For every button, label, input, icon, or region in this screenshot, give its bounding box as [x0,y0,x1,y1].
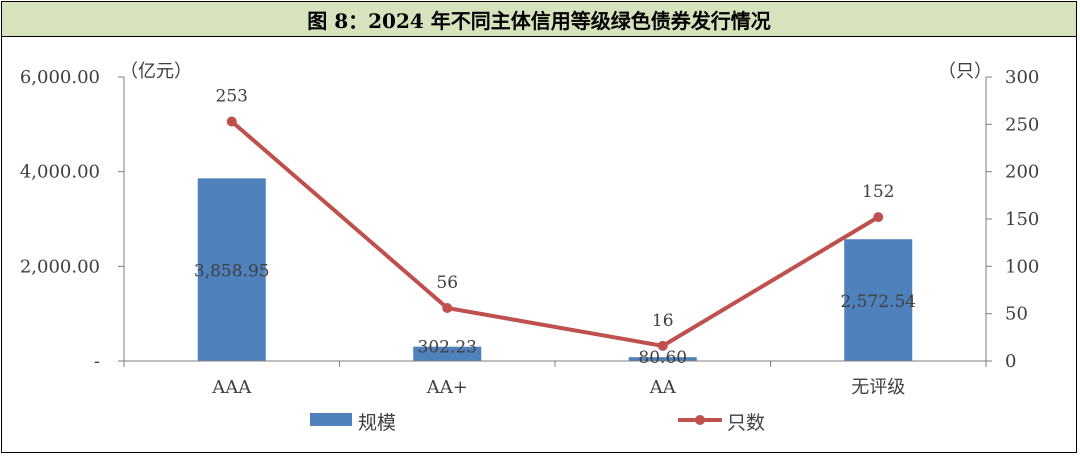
left-tick-label: 4,000.00 [20,162,100,183]
line-data-label: 56 [436,273,458,293]
bar-4 [844,239,913,361]
right-tick-label: 300 [1005,67,1039,88]
legend-swatch-marker [695,415,705,425]
line-data-label: 253 [216,86,248,106]
bar-data-label: 2,572.54 [840,292,916,312]
bar-1 [197,178,266,361]
x-tick-label: AA+ [426,377,468,398]
line-point-2 [442,302,453,313]
x-tick-label: 无评级 [851,377,905,398]
bar-data-label: 80.60 [638,348,687,368]
bar-2 [413,346,482,361]
legend-label-bar: 规模 [358,412,396,434]
line-data-label: 16 [652,311,674,331]
x-tick-label: AAA [211,377,252,398]
bar-data-label: 302.23 [418,338,477,358]
line-point-3 [657,340,668,351]
legend-label-line: 只数 [727,412,765,434]
right-tick-label: 150 [1005,209,1039,230]
bar-3 [628,357,697,361]
right-tick-label: 50 [1005,304,1028,325]
right-axis-unit: （只） [938,61,992,82]
right-tick-label: 100 [1005,256,1039,277]
line-data-label: 152 [862,182,894,202]
legend-swatch-bar [310,413,352,426]
right-tick-label: 200 [1005,162,1039,183]
right-tick-label: 0 [1005,351,1016,372]
bar-data-label: 3,858.95 [194,262,270,282]
line-series [230,119,880,348]
left-tick-label: - [94,351,100,372]
left-tick-label: 6,000.00 [20,67,100,88]
x-tick-label: AA [649,377,677,398]
right-tick-label: 250 [1005,114,1039,135]
left-tick-label: 2,000.00 [20,256,100,277]
chart-title: 图 8：2024 年不同主体信用等级绿色债券发行情况 [2,2,1076,37]
line-point-4 [873,212,884,223]
left-axis-unit: （亿元） [120,61,192,82]
line-point-1 [226,116,237,127]
